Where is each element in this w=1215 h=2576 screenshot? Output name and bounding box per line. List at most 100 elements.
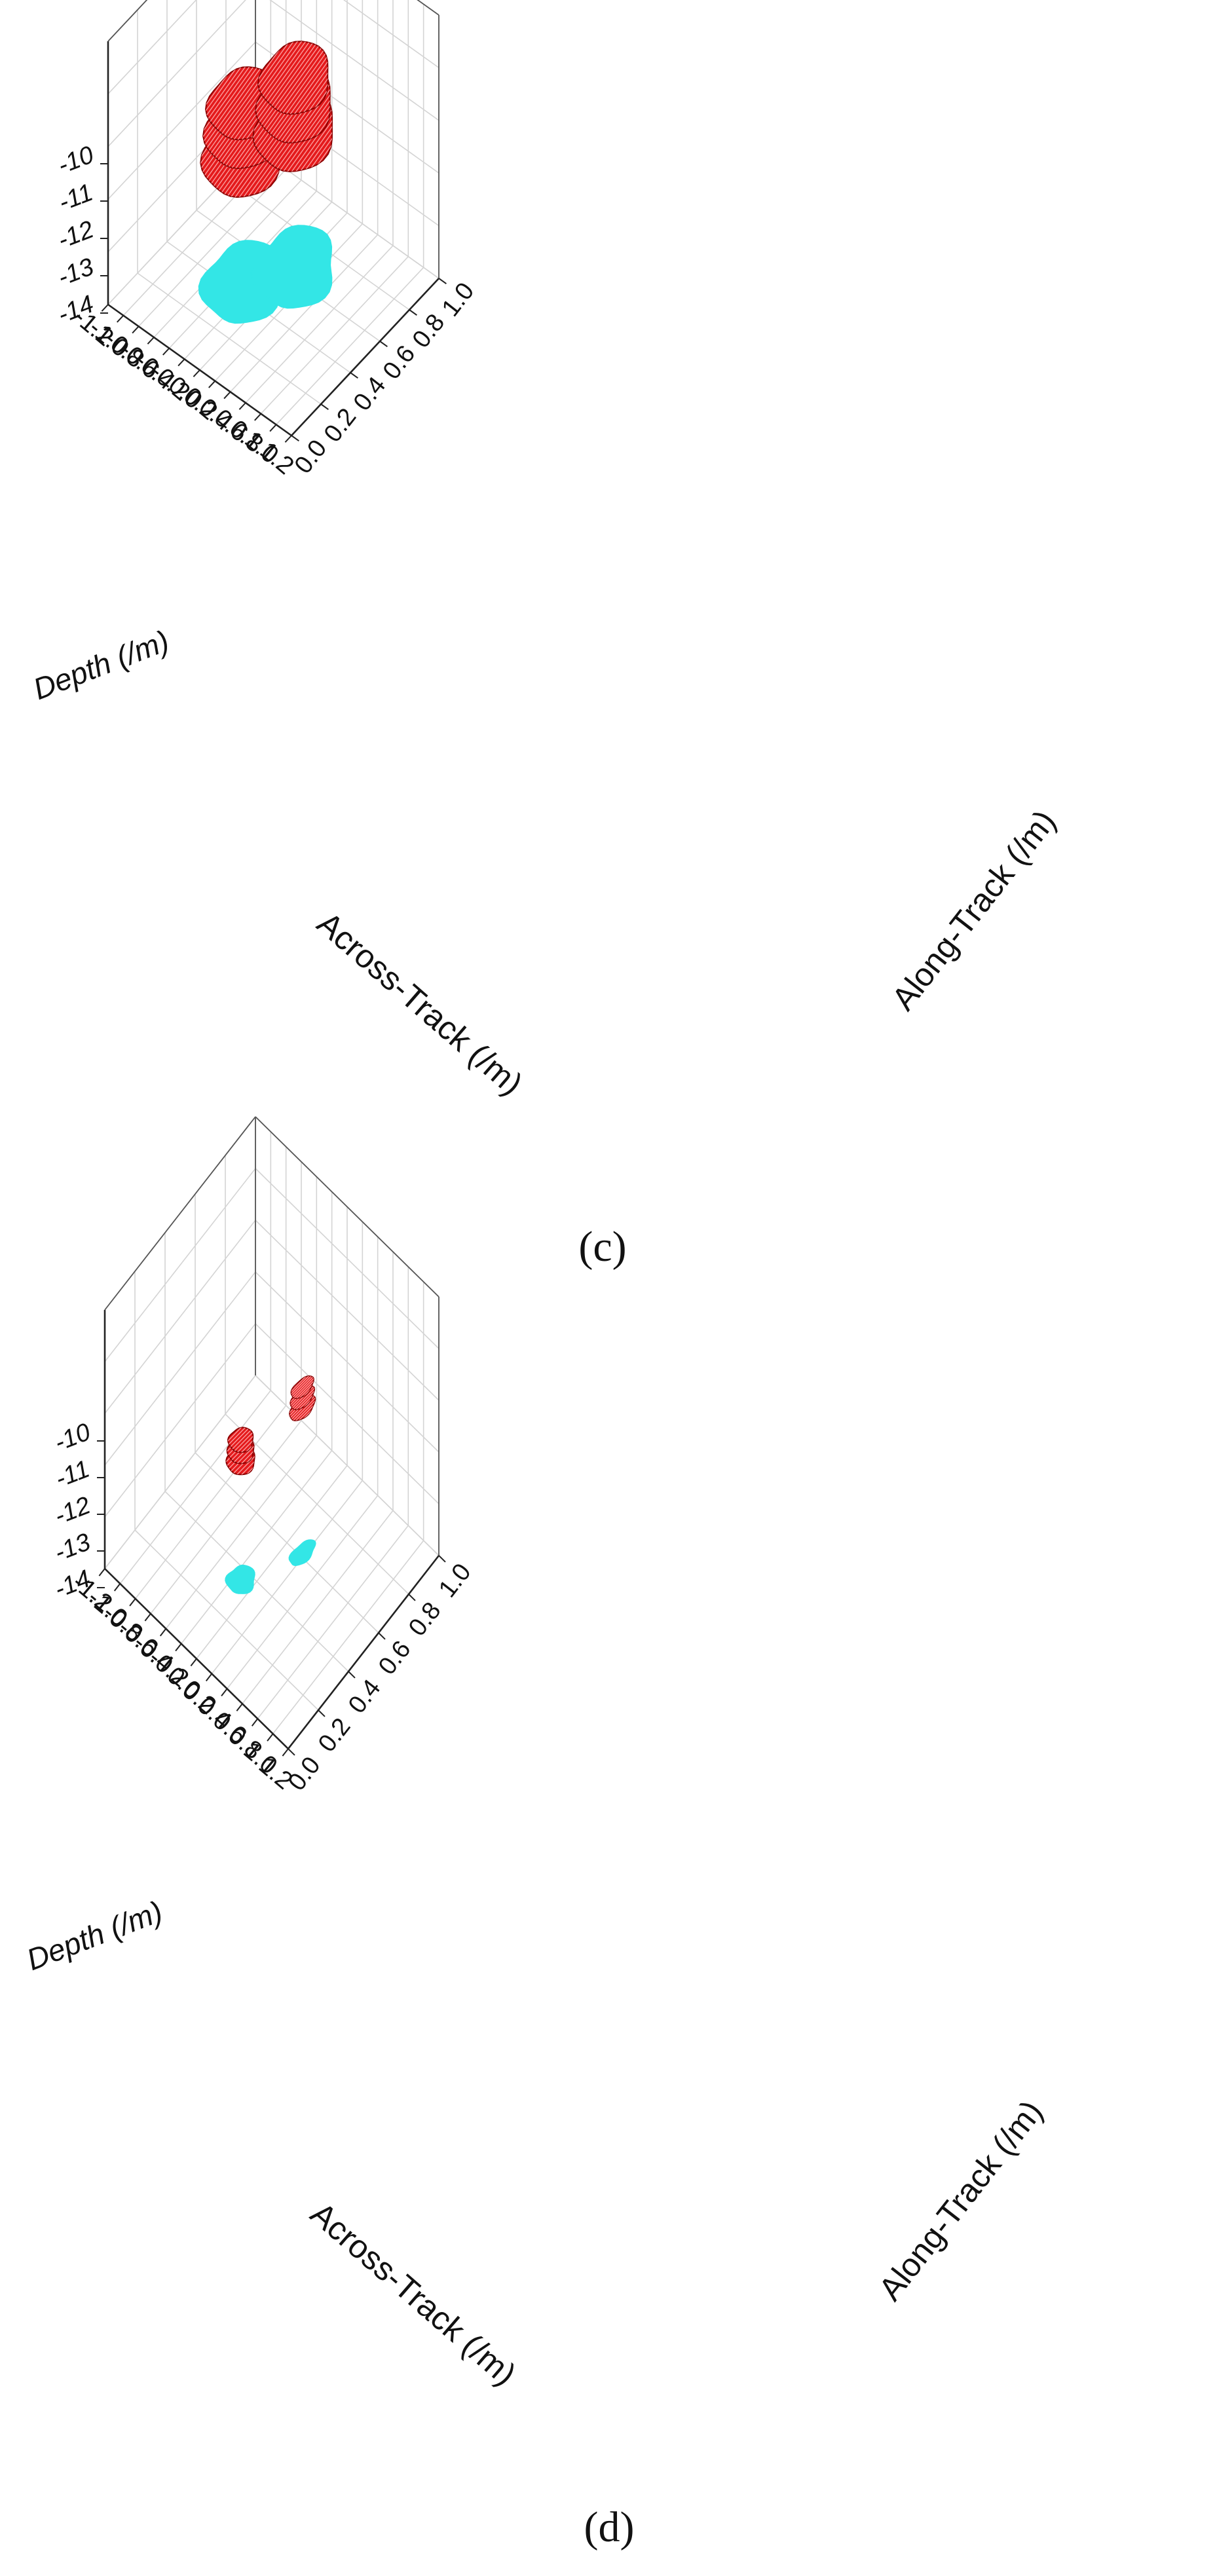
along-track-tick-label: 1.0 bbox=[437, 278, 480, 322]
wall-grid-line bbox=[107, 0, 148, 42]
floor-grid-line bbox=[135, 1405, 287, 1599]
across-track-axis-title-d: Across-Track (/m) bbox=[304, 2195, 523, 2393]
along-track-tick-label: 0.2 bbox=[319, 403, 362, 447]
depth-tick-label: -12 bbox=[51, 1491, 94, 1530]
along-track-tick-mark bbox=[409, 309, 417, 316]
floor-grid-line bbox=[138, 168, 287, 327]
floor-grid-line bbox=[272, 1540, 424, 1734]
depth-tick-label: -13 bbox=[54, 253, 98, 291]
along-track-axis-line bbox=[287, 1555, 440, 1749]
depth-axis-title-c: Depth (/m) bbox=[29, 624, 174, 706]
depth-tick-label: -11 bbox=[52, 1455, 94, 1493]
wall-grid-line bbox=[104, 1375, 256, 1569]
along-track-tick-label: 0.4 bbox=[348, 372, 392, 416]
data-marks-c bbox=[198, 41, 333, 324]
floor-grid-line bbox=[196, 1465, 348, 1659]
across-track-tick-mark bbox=[132, 326, 140, 334]
along-track-tick-mark bbox=[438, 1555, 446, 1563]
across-track-tick-mark bbox=[236, 1703, 243, 1711]
floor-grid-line bbox=[225, 1413, 409, 1595]
across-track-tick-mark bbox=[267, 1733, 274, 1742]
wall-grid-line bbox=[104, 1220, 256, 1414]
floor-grid-line bbox=[134, 1529, 319, 1711]
floor-grid-line bbox=[230, 234, 379, 392]
along-track-tick-mark bbox=[288, 1748, 295, 1756]
across-track-tick-mark bbox=[208, 380, 216, 388]
across-track-tick-mark bbox=[269, 424, 277, 432]
along-track-tick-mark bbox=[320, 403, 329, 410]
wall-grid-line bbox=[255, 1271, 439, 1453]
along-track-tick-mark bbox=[378, 1632, 386, 1640]
along-track-tick-label: 1.0 bbox=[434, 1559, 477, 1603]
wall-grid-line bbox=[343, 0, 439, 69]
along-track-axis-line bbox=[291, 278, 439, 436]
cyan-projection-blob bbox=[250, 225, 333, 309]
along-track-tick-mark bbox=[318, 1709, 326, 1717]
floor-grid-line bbox=[165, 1435, 317, 1630]
depth-tick-label: -10 bbox=[51, 1418, 94, 1457]
cyan-projection-blob bbox=[225, 1564, 255, 1594]
across-track-tick-mark bbox=[147, 337, 155, 345]
along-track-tick-label: 0.8 bbox=[407, 309, 451, 353]
data-marks-d bbox=[225, 1375, 316, 1594]
top-edge-line bbox=[104, 1116, 256, 1311]
red-voxel-layer bbox=[290, 1375, 314, 1399]
floor-grid-line bbox=[195, 1452, 379, 1633]
top-edge-line bbox=[107, 0, 148, 42]
depth-ticks-d: -10-11-12-13-14 bbox=[51, 1418, 105, 1603]
along-track-tick-mark bbox=[291, 435, 299, 441]
cyan-projection-blob bbox=[288, 1539, 316, 1567]
across-track-tick-mark bbox=[144, 1613, 151, 1622]
across-track-tick-mark bbox=[282, 1748, 289, 1757]
along-track-tick-mark bbox=[379, 341, 388, 347]
across-track-tick-mark bbox=[238, 402, 246, 410]
depth-tick-label: -11 bbox=[55, 179, 97, 217]
floor-grid-line bbox=[150, 1420, 302, 1615]
wall-grid-line bbox=[269, 0, 439, 121]
floor-grid-line bbox=[227, 1495, 379, 1689]
across-track-ticks-d: -1.2-1.0-0.8-0.6-0.4-0.20.00.20.40.60.81… bbox=[67, 1568, 297, 1795]
along-track-tick-label: 0.6 bbox=[378, 341, 421, 384]
wall-grid-line bbox=[104, 1323, 256, 1518]
across-track-tick-mark bbox=[251, 1718, 259, 1727]
floor-grid-line bbox=[137, 272, 322, 405]
wall-grid-line bbox=[104, 1168, 256, 1362]
across-track-tick-mark bbox=[178, 358, 185, 367]
floor-grid-line bbox=[119, 1390, 271, 1584]
chart-panel-c: -10-11-12-13-14 -1.2-1.0-0.8-0.6-0.4-0.2… bbox=[29, 0, 1063, 1271]
along-track-tick-label: 0.0 bbox=[283, 1752, 326, 1796]
along-track-tick-mark bbox=[408, 1594, 416, 1601]
depth-axis-title-d: Depth (/m) bbox=[22, 1894, 167, 1977]
along-track-tick-label: 0.0 bbox=[290, 435, 333, 479]
floor-grid-line bbox=[242, 1510, 394, 1704]
along-track-tick-label: 0.2 bbox=[313, 1713, 356, 1757]
across-track-tick-mark bbox=[113, 1583, 121, 1592]
floor-grid-line bbox=[257, 1525, 409, 1719]
depth-tick-label: -10 bbox=[54, 141, 98, 179]
wall-grid-line bbox=[255, 1323, 439, 1504]
across-track-ticks-c: -1.2-1.0-0.8-0.6-0.4-0.20.00.20.40.60.81… bbox=[68, 303, 299, 480]
along-track-tick-label: 0.4 bbox=[343, 1675, 386, 1719]
across-track-tick-mark bbox=[190, 1658, 197, 1667]
panel-label-c: (c) bbox=[578, 1223, 626, 1271]
across-track-tick-mark bbox=[98, 1568, 105, 1577]
across-track-tick-mark bbox=[101, 304, 109, 312]
across-track-axis-title-c: Across-Track (/m) bbox=[310, 905, 530, 1102]
across-track-tick-mark bbox=[162, 347, 170, 356]
across-track-tick-mark bbox=[284, 435, 292, 443]
across-track-tick-mark bbox=[221, 1688, 228, 1696]
along-track-tick-mark bbox=[348, 1671, 356, 1679]
across-track-tick-mark bbox=[205, 1673, 213, 1682]
wall-grid-line bbox=[107, 41, 256, 200]
depth-tick-label: -13 bbox=[51, 1528, 94, 1567]
wall-grid-line bbox=[104, 1271, 256, 1466]
across-track-tick-mark bbox=[254, 413, 262, 421]
floor-grid-line bbox=[164, 1491, 349, 1672]
across-track-tick-mark bbox=[223, 391, 231, 400]
across-track-tick-mark bbox=[175, 1643, 182, 1652]
along-track-tick-mark bbox=[438, 278, 447, 284]
across-track-tick-mark bbox=[129, 1598, 136, 1607]
along-track-axis-title-c: Along-Track (/m) bbox=[885, 803, 1063, 1017]
chart-panel-d: -10-11-12-13-14 -1.2-1.0-0.8-0.6-0.4-0.2… bbox=[22, 1116, 1050, 2551]
along-track-tick-mark bbox=[350, 372, 358, 379]
